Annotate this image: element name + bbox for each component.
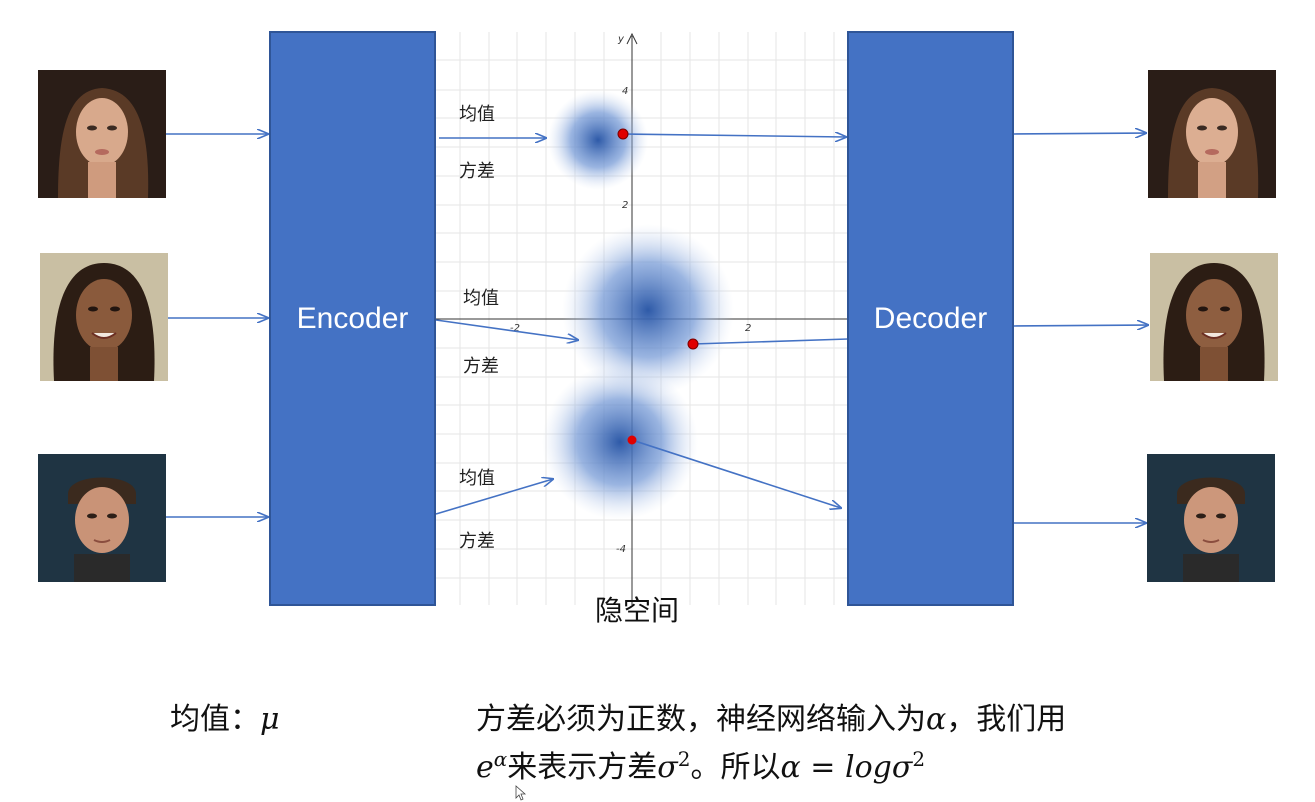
latent-distribution-2	[562, 224, 734, 396]
log-expression: = log	[800, 749, 892, 785]
variance-line-1-text: 方差必须为正数，神经网络输入为	[476, 702, 926, 737]
mean-formula: 均值：μ	[170, 700, 280, 741]
input-face-2	[40, 253, 168, 381]
tick-y2: 2	[622, 200, 628, 211]
output-face-2	[1150, 253, 1278, 381]
latent-distribution-1	[548, 90, 648, 190]
sample-point-2	[687, 338, 699, 350]
sigma-symbol: σ	[657, 749, 678, 785]
latent-distribution-3	[542, 364, 698, 520]
mean-label-1: 均值	[459, 104, 495, 125]
sigma-symbol-2: σ	[891, 749, 913, 785]
alpha-symbol-2: α	[780, 749, 801, 785]
sample-point-1	[617, 128, 629, 140]
output-face-1	[1148, 70, 1276, 198]
variance-line-2: eα来表示方差σ2。所以α = logσ2	[476, 741, 1066, 789]
square-exponent-2: 2	[912, 746, 926, 771]
variance-label-1: 方差	[459, 161, 495, 182]
tick-y4: 4	[622, 86, 628, 97]
variance-label-2: 方差	[463, 356, 499, 377]
alpha-exponent: α	[493, 746, 508, 771]
input-face-3	[38, 454, 166, 582]
y-axis-label: y	[617, 34, 625, 45]
input-arrows	[164, 133, 1148, 523]
mean-label-2: 均值	[463, 288, 499, 309]
encoder-block: Encoder	[269, 31, 436, 606]
sample-point-3	[627, 435, 637, 445]
variance-line-1: 方差必须为正数，神经网络输入为α，我们用	[476, 700, 1066, 741]
variance-line-2-text: 来表示方差	[507, 749, 658, 785]
variance-label-3: 方差	[459, 531, 495, 552]
mu-symbol: μ	[260, 702, 280, 737]
mouse-cursor-icon	[515, 785, 527, 801]
decoder-block: Decoder	[847, 31, 1014, 606]
output-face-3	[1147, 454, 1275, 582]
decoder-label: Decoder	[873, 301, 988, 335]
square-exponent: 2	[677, 746, 691, 771]
tick-yneg4: -4	[616, 544, 626, 555]
tick-x2: 2	[745, 323, 751, 334]
encoder-label: Encoder	[296, 301, 409, 335]
variance-line-1-tail: ，我们用	[946, 702, 1067, 737]
e-symbol: e	[476, 749, 494, 785]
latent-space-label: 隐空间	[595, 594, 680, 627]
input-face-1	[38, 70, 166, 198]
so-text: 。所以	[690, 749, 781, 785]
mean-label-3: 均值	[459, 468, 495, 489]
tick-xneg2: -2	[510, 323, 520, 334]
variance-formula: 方差必须为正数，神经网络输入为α，我们用 eα来表示方差σ2。所以α = log…	[476, 700, 1066, 788]
alpha-symbol: α	[926, 702, 947, 737]
mean-formula-text: 均值：	[170, 702, 260, 737]
